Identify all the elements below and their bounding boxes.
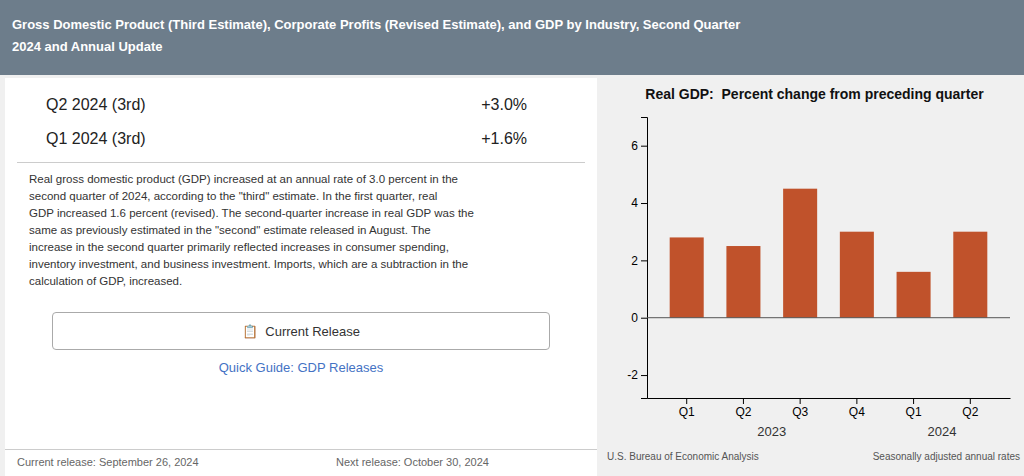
body-line: calculation of GDP, increased. <box>5 273 597 290</box>
bar <box>897 272 931 318</box>
footer: Current release: September 26, 2024 Next … <box>5 449 597 476</box>
year-label: 2023 <box>757 424 786 439</box>
y-tick-mark <box>641 375 647 376</box>
stat-value: +1.6% <box>481 130 527 148</box>
x-tick-mark <box>856 398 857 404</box>
y-tick: 4 <box>631 196 647 210</box>
button[interactable]: 📋 Current Release <box>52 312 550 350</box>
y-tick-label: 0 <box>631 311 638 325</box>
y-tick: -2 <box>627 368 647 382</box>
x-tick-label: Q1 <box>679 405 695 419</box>
x-tick-label: Q1 <box>906 405 922 419</box>
x-tick-label: Q2 <box>962 405 978 419</box>
body-line: GDP increased 1.6 percent (revised). The… <box>5 205 597 222</box>
body-line: Real gross domestic product (GDP) increa… <box>5 171 597 188</box>
link[interactable]: Quick Guide: GDP Releases <box>5 360 597 375</box>
title-bar: Gross Domestic Product (Third Estimate),… <box>0 0 1024 75</box>
chart: Real GDP: Percent change from preceding … <box>605 75 1024 476</box>
x-tick-mark <box>743 398 744 404</box>
plot: -2 0 2 4 6 Q1 Q2 Q3 Q4 Q1 Q2 2023 2024 <box>627 118 1010 440</box>
x-tick: Q1 <box>679 398 695 419</box>
bar <box>783 189 817 318</box>
footnote-left: U.S. Bureau of Economic Analysis <box>607 451 759 462</box>
x-tick: Q3 <box>792 398 808 419</box>
body-line: second quarter of 2024, according to the… <box>5 188 597 205</box>
x-axis-line <box>648 398 1011 399</box>
bar <box>726 246 760 318</box>
x-tick: Q4 <box>849 398 865 419</box>
bar <box>840 232 874 318</box>
body-line: inventory investment, and business inves… <box>5 256 597 273</box>
x-tick: Q2 <box>962 398 978 419</box>
y-axis-line <box>641 118 648 399</box>
body-line: same as previously estimated in the "sec… <box>5 222 597 239</box>
x-tick-label: Q3 <box>792 405 808 419</box>
y-tick-label: 4 <box>631 196 638 210</box>
x-tick-mark <box>800 398 801 404</box>
y-axis: -2 0 2 4 6 <box>627 118 647 399</box>
y-tick-label: 2 <box>631 254 638 268</box>
left-panel: Q2 2024 (3rd) +3.0% Q1 2024 (3rd) +1.6% Real… <box>5 78 597 476</box>
stat-row: Q1 2024 (3rd) +1.6% <box>5 122 597 156</box>
chart-title: Real GDP: Percent change from preceding … <box>645 86 984 102</box>
bars <box>670 189 988 318</box>
x-tick: Q1 <box>906 398 922 419</box>
y-tick-mark <box>641 146 647 147</box>
stat-label: Q1 2024 (3rd) <box>46 130 146 148</box>
bar <box>953 232 987 318</box>
y-tick-mark <box>641 318 647 319</box>
y-tick: 0 <box>631 311 647 325</box>
y-tick: 2 <box>631 254 647 268</box>
x-tick-label: Q4 <box>849 405 865 419</box>
x-tick-mark <box>686 398 687 404</box>
footnote-right: Seasonally adjusted annual rates <box>873 451 1020 462</box>
y-tick-label: -2 <box>627 368 638 382</box>
y-tick-label: 6 <box>631 139 638 153</box>
separator <box>17 162 585 163</box>
body-text: Real gross domestic product (GDP) increa… <box>5 171 597 290</box>
stat-value: +3.0% <box>481 96 527 114</box>
zero-line <box>647 317 1010 318</box>
title-line: 2024 and Annual Update <box>12 36 1012 58</box>
y-tick-mark <box>641 203 647 204</box>
footer-left: Current release: September 26, 2024 <box>17 456 199 468</box>
x-tick: Q2 <box>735 398 751 419</box>
x-axis: Q1 Q2 Q3 Q4 Q1 Q2 <box>648 398 1011 419</box>
y-tick-mark <box>641 260 647 261</box>
x-tick-mark <box>970 398 971 404</box>
body-line: increase in the second quarter primarily… <box>5 239 597 256</box>
year-label: 2024 <box>927 424 956 439</box>
stat-row: Q2 2024 (3rd) +3.0% <box>5 88 597 122</box>
stat-label: Q2 2024 (3rd) <box>46 96 146 114</box>
bar <box>670 237 704 317</box>
stats: Q2 2024 (3rd) +3.0% Q1 2024 (3rd) +1.6% <box>5 78 597 156</box>
x-tick-label: Q2 <box>735 405 751 419</box>
y-tick: 6 <box>631 139 647 153</box>
x-tick-mark <box>913 398 914 404</box>
footer-right: Next release: October 30, 2024 <box>336 456 489 468</box>
title-line: Gross Domestic Product (Third Estimate),… <box>12 14 1012 36</box>
